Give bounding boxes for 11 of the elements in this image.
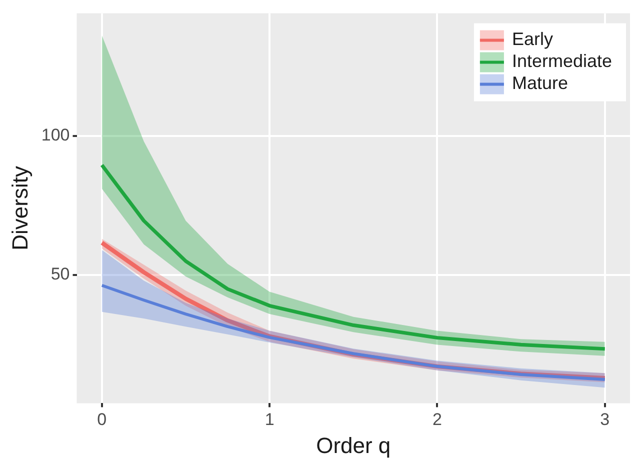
x-tick-label: 1 xyxy=(264,410,274,430)
legend-label: Mature xyxy=(512,73,568,94)
x-tick-label: 3 xyxy=(600,410,610,430)
legend-label: Early xyxy=(512,29,553,50)
y-tick-label: 50 xyxy=(50,264,70,284)
x-axis-title: Order q xyxy=(316,432,391,458)
y-tick-label: 100 xyxy=(41,125,70,144)
x-tick-label: 0 xyxy=(97,410,107,430)
legend-label: Intermediate xyxy=(512,51,612,72)
y-axis-title: Diversity xyxy=(7,166,32,250)
x-tick-label: 2 xyxy=(432,410,442,430)
